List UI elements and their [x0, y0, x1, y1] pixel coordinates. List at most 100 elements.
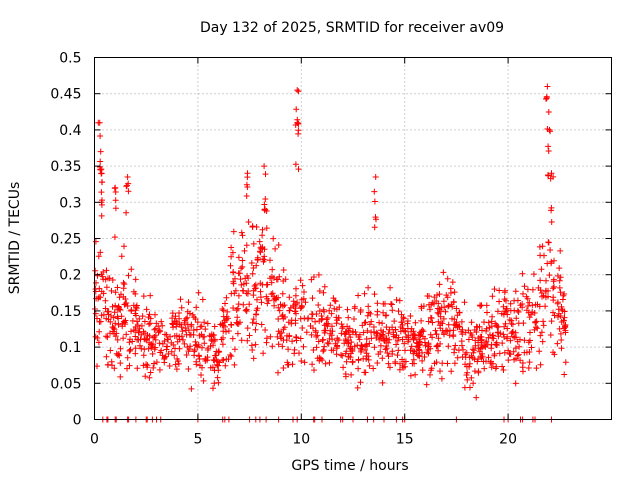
data-point — [410, 350, 417, 357]
data-point — [489, 335, 496, 342]
data-point — [455, 347, 462, 354]
data-point — [300, 295, 307, 302]
data-point — [207, 364, 214, 371]
data-point — [293, 337, 300, 344]
data-point — [223, 294, 230, 301]
data-point — [211, 336, 218, 343]
peak-point — [98, 179, 105, 186]
data-point — [440, 269, 447, 276]
peak-point — [548, 170, 555, 177]
plot-frame — [94, 57, 612, 420]
data-point — [262, 327, 269, 333]
data-point — [561, 314, 568, 321]
data-point — [538, 266, 545, 273]
data-point — [335, 314, 342, 321]
data-point — [287, 304, 294, 311]
data-point — [173, 323, 180, 330]
data-point — [316, 308, 323, 314]
peak-point — [97, 158, 104, 165]
data-point — [263, 281, 270, 288]
data-point — [554, 340, 561, 347]
data-point — [162, 331, 168, 338]
data-point — [161, 338, 168, 344]
data-point — [551, 257, 557, 264]
data-point — [263, 293, 270, 300]
data-point — [327, 302, 334, 309]
data-point — [275, 242, 282, 248]
data-point — [531, 326, 538, 333]
data-point — [338, 352, 344, 358]
data-point — [237, 319, 243, 326]
data-point — [427, 371, 433, 378]
data-point — [118, 313, 125, 320]
data-point — [163, 343, 170, 350]
data-point — [144, 332, 151, 338]
data-point — [103, 315, 110, 322]
data-point — [454, 312, 461, 319]
data-point — [194, 319, 201, 326]
peak-point — [262, 196, 269, 202]
data-point — [211, 380, 218, 387]
data-point — [319, 337, 326, 344]
data-point — [286, 307, 293, 314]
data-point — [453, 319, 460, 326]
data-point — [502, 320, 509, 327]
data-point — [219, 357, 226, 364]
data-point — [391, 318, 398, 325]
peak-point — [111, 185, 118, 192]
data-point — [426, 306, 433, 313]
data-point — [222, 323, 228, 330]
data-point — [507, 307, 514, 314]
data-point — [475, 356, 481, 363]
data-point — [333, 351, 340, 358]
data-point — [479, 353, 486, 360]
data-point — [243, 308, 250, 315]
data-point — [477, 303, 484, 309]
data-point — [127, 336, 133, 343]
data-point — [298, 358, 305, 364]
data-point — [385, 353, 392, 360]
data-point — [539, 243, 546, 250]
data-point — [515, 309, 522, 315]
data-point — [355, 357, 362, 364]
data-point — [93, 279, 99, 286]
data-point — [185, 348, 192, 355]
peak-point — [97, 148, 104, 155]
data-point — [95, 339, 102, 346]
data-point — [185, 366, 192, 372]
data-point — [309, 295, 316, 302]
data-point — [433, 343, 440, 350]
data-point — [309, 361, 316, 368]
data-point — [521, 283, 528, 290]
data-point — [509, 321, 516, 328]
data-point — [362, 369, 369, 376]
data-point — [143, 337, 150, 343]
data-point — [511, 297, 518, 304]
data-point — [199, 296, 206, 303]
data-point — [333, 306, 340, 313]
data-point — [134, 336, 141, 343]
data-point — [488, 364, 495, 371]
data-point — [470, 349, 477, 356]
data-point — [139, 313, 146, 320]
data-point — [469, 354, 476, 361]
data-point — [112, 289, 119, 296]
data-point — [342, 373, 349, 380]
data-point — [299, 325, 306, 331]
data-point — [264, 300, 271, 307]
data-point — [325, 321, 332, 327]
data-point — [280, 278, 287, 284]
y-axis-label: SRMTID / TECUs — [7, 182, 23, 295]
data-point — [542, 303, 549, 310]
data-point — [421, 339, 428, 346]
data-point — [412, 319, 419, 326]
data-point — [528, 344, 535, 351]
data-point — [488, 345, 495, 352]
data-point — [356, 331, 363, 338]
data-point — [174, 356, 181, 362]
data-point — [235, 301, 242, 308]
data-point — [527, 329, 533, 336]
data-point — [536, 303, 543, 310]
data-point — [448, 301, 455, 308]
data-point — [481, 365, 488, 372]
